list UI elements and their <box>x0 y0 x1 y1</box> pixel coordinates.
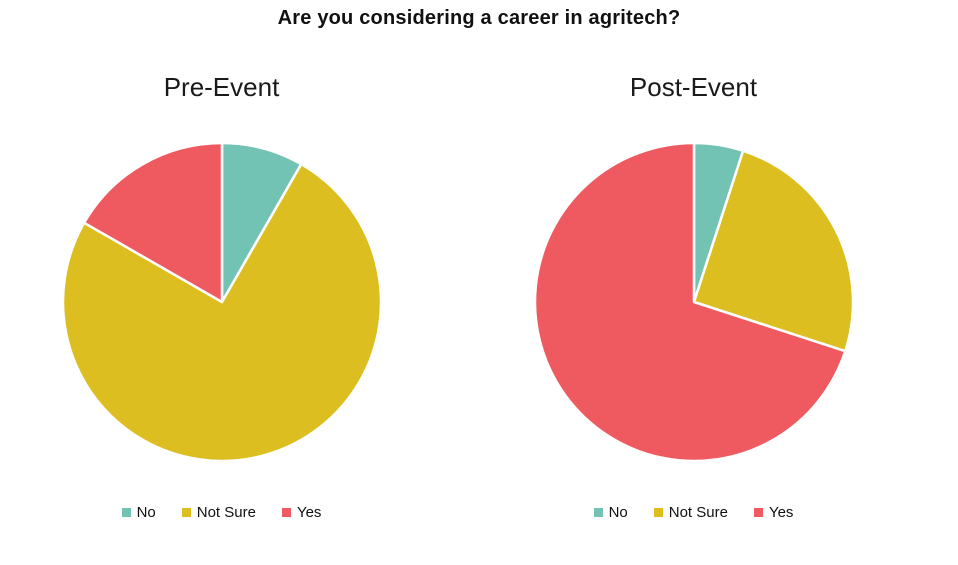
legend-swatch-no <box>121 508 131 517</box>
pre-event-pie-chart <box>61 141 382 463</box>
legend-swatch-not-sure <box>181 508 191 517</box>
legend-label-no: No <box>608 504 628 521</box>
pre-event-slice-yes <box>82 141 223 304</box>
pre-event-legend-item-no: No <box>121 504 156 521</box>
page-title: Are you considering a career in agritech… <box>277 7 681 29</box>
legend-label-not-sure: Not Sure <box>196 504 256 521</box>
pre-event-chart-title: Pre-Event <box>163 72 280 102</box>
legend-swatch-not-sure <box>653 508 663 517</box>
pre-event-chart: Pre-Event No Not Sure Yes <box>29 70 414 521</box>
legend-label-not-sure: Not Sure <box>668 504 728 521</box>
post-event-slice-not-sure <box>692 149 854 353</box>
legend-label-yes: Yes <box>768 504 794 521</box>
legend-swatch-yes <box>753 508 763 517</box>
post-event-pie-chart <box>533 141 854 463</box>
pre-event-legend-item-yes: Yes <box>281 504 322 521</box>
legend-label-yes: Yes <box>296 504 322 521</box>
post-event-legend: No Not Sure Yes <box>593 504 794 521</box>
legend-label-no: No <box>136 504 156 521</box>
post-event-chart-title: Post-Event <box>629 72 758 102</box>
post-event-slice-yes <box>533 141 846 463</box>
pre-event-legend-item-not-sure: Not Sure <box>181 504 256 521</box>
legend-swatch-yes <box>281 508 291 517</box>
legend-swatch-no <box>593 508 603 517</box>
post-event-chart: Post-Event No Not Sure Yes <box>501 70 886 521</box>
post-event-legend-item-no: No <box>593 504 628 521</box>
post-event-legend-item-yes: Yes <box>753 504 794 521</box>
post-event-legend-item-not-sure: Not Sure <box>653 504 728 521</box>
pre-event-slice-not-sure <box>61 162 382 463</box>
pre-event-legend: No Not Sure Yes <box>121 504 322 521</box>
